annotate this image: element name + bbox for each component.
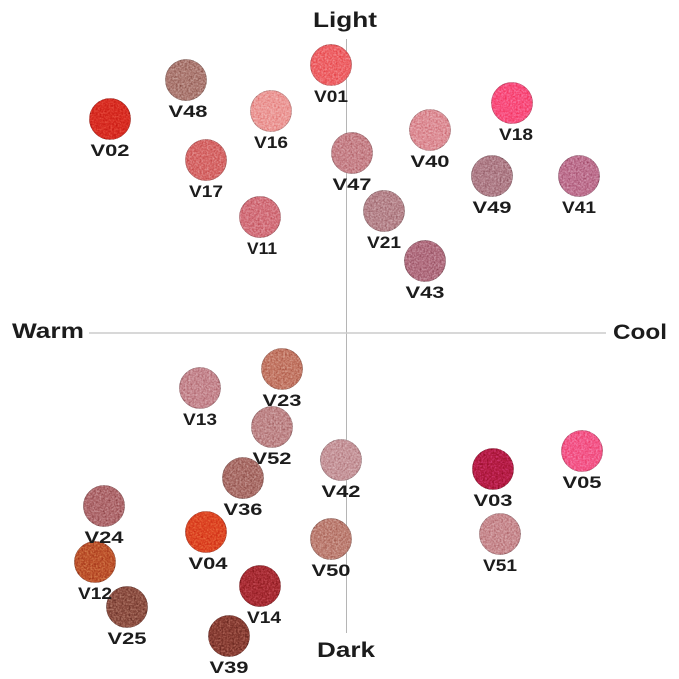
svg-text:V03: V03	[474, 491, 513, 510]
svg-text:V36: V36	[224, 500, 263, 519]
svg-text:V14: V14	[247, 608, 282, 627]
svg-text:V48: V48	[169, 102, 208, 121]
svg-text:V47: V47	[333, 175, 372, 194]
svg-text:V16: V16	[254, 133, 288, 152]
svg-text:V25: V25	[108, 629, 147, 648]
svg-text:V42: V42	[322, 482, 361, 501]
svg-text:V01: V01	[314, 87, 348, 106]
svg-text:V50: V50	[312, 561, 351, 580]
svg-text:V40: V40	[411, 152, 450, 171]
svg-text:V52: V52	[253, 449, 292, 468]
svg-text:V41: V41	[562, 198, 596, 217]
svg-text:Cool: Cool	[613, 321, 667, 344]
svg-text:V39: V39	[210, 658, 249, 677]
svg-text:Light: Light	[313, 9, 377, 32]
svg-text:Dark: Dark	[317, 639, 375, 662]
svg-text:V18: V18	[499, 125, 533, 144]
svg-text:V12: V12	[78, 584, 112, 603]
svg-text:V04: V04	[189, 554, 229, 573]
svg-text:V02: V02	[91, 141, 130, 160]
svg-text:V49: V49	[473, 198, 512, 217]
svg-text:V51: V51	[483, 556, 517, 575]
svg-text:Warm: Warm	[12, 320, 84, 343]
svg-text:V23: V23	[263, 391, 302, 410]
svg-text:V21: V21	[367, 233, 401, 252]
svg-text:V24: V24	[85, 528, 125, 547]
svg-text:V17: V17	[189, 182, 223, 201]
svg-text:V11: V11	[247, 239, 277, 258]
svg-text:V13: V13	[183, 410, 217, 429]
svg-text:V43: V43	[406, 283, 445, 302]
svg-text:V05: V05	[563, 473, 602, 492]
